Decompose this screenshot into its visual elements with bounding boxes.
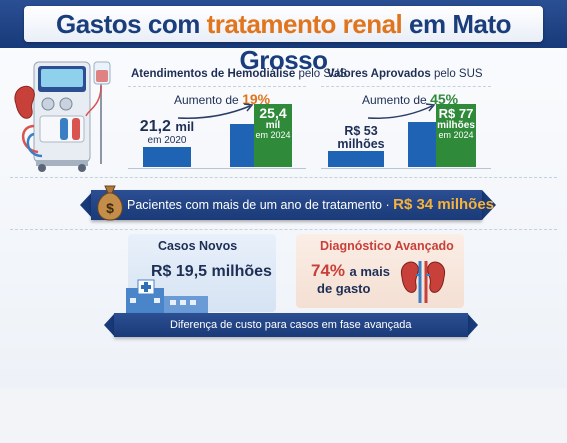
valores-2024-label: R$ 77 milhões em 2024 (437, 106, 475, 141)
casos-novos-title: Casos Novos (158, 239, 238, 253)
diagnostico-title: Diagnóstico Avançado (320, 239, 454, 253)
blank-area (0, 388, 567, 443)
bar-hemodialise-mid (230, 124, 254, 167)
title-banner: Gastos com tratamento renal em Mato Gros… (0, 0, 567, 75)
valores-title: Valores Aprovados pelo SUS (327, 68, 483, 80)
hemodialise-title: Atendimentos de Hemodiálise pelo SUS (131, 68, 348, 80)
diagnostico-value: 74% a mais de gasto (311, 261, 390, 296)
ribbon-tail-left (80, 190, 94, 220)
bar-hemodialise-2020 (143, 147, 191, 167)
growth-arrow-icon (177, 103, 254, 119)
casos-novos-value: R$ 19,5 milhões (151, 263, 272, 280)
infographic: Gastos com tratamento renal em Mato Gros… (0, 0, 567, 388)
valores-growth: Aumento de 45% (362, 91, 459, 107)
bar-valores-2020 (328, 151, 384, 167)
divider (10, 229, 557, 230)
kidneys-icon (400, 261, 446, 303)
bar-valores-mid (408, 122, 438, 167)
ribbon-value: R$ 34 milhões (393, 196, 495, 213)
patients-ribbon: Pacientes com mais de um ano de tratamen… (91, 190, 494, 220)
divider (10, 177, 557, 178)
ribbon-tail-right (467, 313, 478, 337)
bar-valores-2024 (436, 104, 476, 167)
title-highlight: tratamento renal (206, 9, 403, 39)
money-bag-icon: $ (97, 185, 123, 221)
growth-arrow-icon (367, 103, 436, 119)
hemodialise-growth: Aumento de 19% (174, 91, 271, 107)
dialysis-machine-icon (14, 61, 111, 172)
hemodialise-2020-label: 21,2 mil em 2020 (139, 118, 195, 146)
hospital-icon (126, 279, 208, 314)
cost-difference-ribbon: Diferença de custo para casos em fase av… (114, 313, 468, 337)
hemodialise-2024-label: 25,4 mil em 2024 (255, 105, 291, 141)
page-title: Gastos com tratamento renal em Mato Gros… (56, 9, 511, 75)
svg-text:$: $ (106, 200, 114, 216)
ribbon-tail-right (482, 190, 496, 220)
ribbon-tail-left (104, 313, 115, 337)
bar-hemodialise-2024 (254, 104, 292, 167)
